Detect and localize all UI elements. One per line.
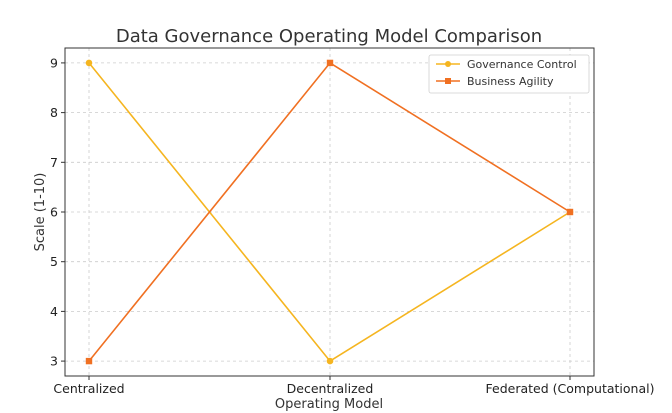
legend-box (428, 54, 590, 94)
y-tick-label: 3 (50, 354, 58, 369)
x-axis-label: Operating Model (275, 397, 383, 412)
y-tick-label: 8 (50, 105, 58, 120)
data-point (326, 357, 334, 365)
tick-layer: 3 4 5 6 7 8 9 Centralized Decentralized Federated… (50, 55, 654, 396)
legend: Governance Control Business Agility (428, 54, 590, 94)
y-tick-label: 4 (50, 304, 58, 319)
legend-label: Business Agility (467, 75, 554, 88)
chart-title: Data Governance Operating Model Comparis… (116, 26, 542, 47)
data-point (566, 208, 574, 216)
x-tick-label: Federated (Computational) (486, 381, 655, 396)
y-axis-label: Scale (1-10) (33, 173, 48, 252)
x-tick-label: Centralized (53, 381, 124, 396)
y-tick-label: 6 (50, 205, 58, 220)
legend-marker (445, 61, 451, 67)
x-tick-label: Decentralized (287, 381, 374, 396)
data-point (326, 59, 334, 67)
y-tick-label: 7 (50, 155, 58, 170)
data-point (85, 59, 93, 67)
legend-label: Governance Control (467, 58, 577, 71)
y-tick-label: 9 (50, 55, 58, 70)
y-tick-label: 5 (50, 254, 58, 269)
series-layer (85, 59, 574, 365)
data-point (85, 357, 93, 365)
grid-layer (65, 48, 594, 376)
legend-marker (445, 78, 451, 84)
